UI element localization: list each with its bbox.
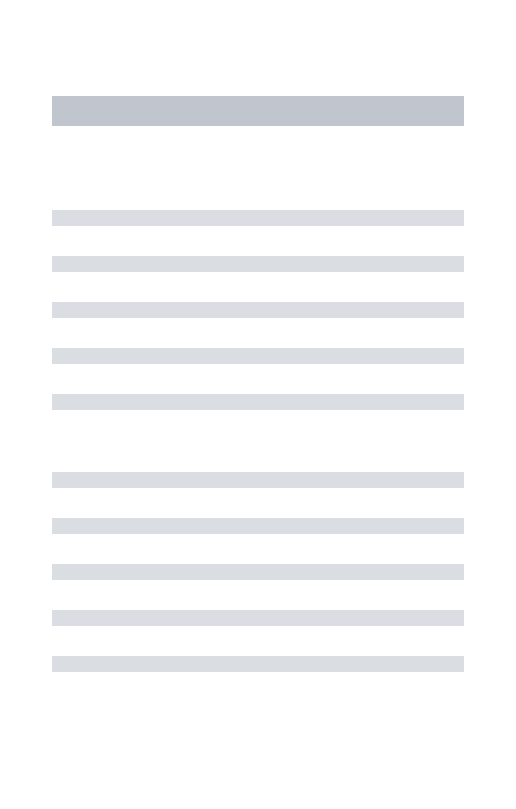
skeleton-line <box>52 518 464 534</box>
skeleton-header <box>52 96 464 126</box>
skeleton-line <box>52 256 464 272</box>
skeleton-line <box>52 472 464 488</box>
skeleton-line <box>52 394 464 410</box>
skeleton-line <box>52 210 464 226</box>
skeleton-line <box>52 610 464 626</box>
skeleton-line <box>52 302 464 318</box>
skeleton-line <box>52 564 464 580</box>
skeleton-line <box>52 656 464 672</box>
skeleton-line <box>52 348 464 364</box>
skeleton-container <box>0 96 516 672</box>
